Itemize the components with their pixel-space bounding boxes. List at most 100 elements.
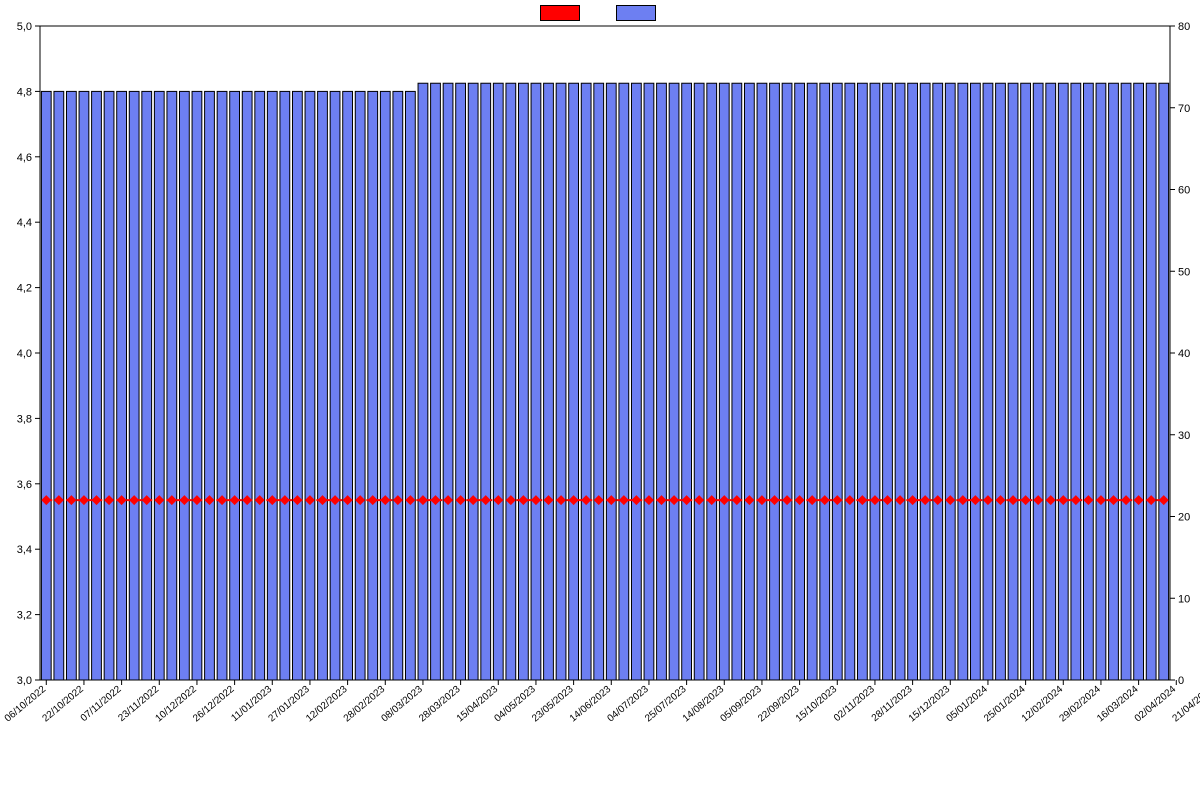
- bar: [1134, 83, 1144, 680]
- bar: [129, 91, 139, 680]
- bar: [795, 83, 805, 680]
- bar: [782, 83, 792, 680]
- yleft-tick-label: 4,0: [17, 348, 32, 360]
- bar: [807, 83, 817, 680]
- bar: [154, 91, 164, 680]
- bar: [54, 91, 64, 680]
- bar: [958, 83, 968, 680]
- yright-tick-label: 60: [1178, 185, 1190, 197]
- bar: [1159, 83, 1169, 680]
- bar: [945, 83, 955, 680]
- bar: [1058, 83, 1068, 680]
- bar: [1121, 83, 1131, 680]
- bar: [770, 83, 780, 680]
- chart-canvas: 3,0 3,2 3,4 3,6 3,8 4,0 4,2 4,4 4,6 4,8 5,0 0 10 20 30…: [0, 0, 1200, 800]
- bar: [744, 83, 754, 680]
- bar: [380, 91, 390, 680]
- yleft-tick-label: 4,6: [17, 152, 32, 164]
- bar: [368, 91, 378, 680]
- yleft-tick-label: 3,0: [17, 675, 32, 687]
- yright-tick-label: 10: [1178, 593, 1190, 605]
- bar: [405, 91, 415, 680]
- bar: [217, 91, 227, 680]
- yright-tick-label: 30: [1178, 430, 1190, 442]
- bar: [594, 83, 604, 680]
- yleft-tick-label: 3,6: [17, 479, 32, 491]
- bar: [443, 83, 453, 680]
- bar: [518, 83, 528, 680]
- bar: [305, 91, 315, 680]
- bar: [167, 91, 177, 680]
- yright-tick-label: 50: [1178, 266, 1190, 278]
- bar: [192, 91, 202, 680]
- yleft-tick-label: 5,0: [17, 21, 32, 33]
- bar: [343, 91, 353, 680]
- bar: [280, 91, 290, 680]
- bar: [895, 83, 905, 680]
- bar: [1008, 83, 1018, 680]
- bar: [506, 83, 516, 680]
- bar: [468, 83, 478, 680]
- bar: [832, 83, 842, 680]
- bar: [544, 83, 554, 680]
- yright-tick-label: 40: [1178, 348, 1190, 360]
- bar: [857, 83, 867, 680]
- bar: [694, 83, 704, 680]
- bar: [92, 91, 102, 680]
- bar: [820, 83, 830, 680]
- bar: [669, 83, 679, 680]
- bar: [493, 83, 503, 680]
- yleft-tick-label: 3,8: [17, 413, 32, 425]
- bar: [569, 83, 579, 680]
- yleft-tick-label: 3,2: [17, 610, 32, 622]
- bar: [1033, 83, 1043, 680]
- x-tick-label: 15/10/2023: [794, 684, 840, 725]
- bar: [1046, 83, 1056, 680]
- bar: [908, 83, 918, 680]
- yright-tick-label: 80: [1178, 21, 1190, 33]
- bar: [355, 91, 365, 680]
- bar: [418, 83, 428, 680]
- bar: [933, 83, 943, 680]
- yright-tick-label: 0: [1178, 675, 1184, 687]
- yleft-tick-label: 4,8: [17, 86, 32, 98]
- bar: [292, 91, 302, 680]
- x-tick-label: 22/10/2022: [40, 684, 86, 725]
- bar: [870, 83, 880, 680]
- bar: [255, 91, 265, 680]
- yleft-tick-label: 3,4: [17, 544, 32, 556]
- bar: [456, 83, 466, 680]
- bar: [719, 83, 729, 680]
- bar: [267, 91, 277, 680]
- yleft-tick-label: 4,4: [17, 217, 32, 229]
- bar: [318, 91, 328, 680]
- bar: [431, 83, 441, 680]
- bar: [707, 83, 717, 680]
- bar: [970, 83, 980, 680]
- bar: [179, 91, 189, 680]
- yright-tick-label: 20: [1178, 512, 1190, 524]
- bar: [205, 91, 215, 680]
- bar: [481, 83, 491, 680]
- bar: [556, 83, 566, 680]
- bar: [79, 91, 89, 680]
- bar: [66, 91, 76, 680]
- bar: [41, 91, 51, 680]
- bar: [619, 83, 629, 680]
- bar: [996, 83, 1006, 680]
- bar: [531, 83, 541, 680]
- x-tick-label: 26/12/2022: [191, 684, 237, 725]
- bar: [230, 91, 240, 680]
- bar: [104, 91, 114, 680]
- bar: [330, 91, 340, 680]
- bar: [581, 83, 591, 680]
- bar: [242, 91, 252, 680]
- bar: [1021, 83, 1031, 680]
- bar: [920, 83, 930, 680]
- bar: [142, 91, 152, 680]
- yleft-tick-label: 4,2: [17, 283, 32, 295]
- bar: [1071, 83, 1081, 680]
- bar: [1096, 83, 1106, 680]
- bar: [682, 83, 692, 680]
- bar: [983, 83, 993, 680]
